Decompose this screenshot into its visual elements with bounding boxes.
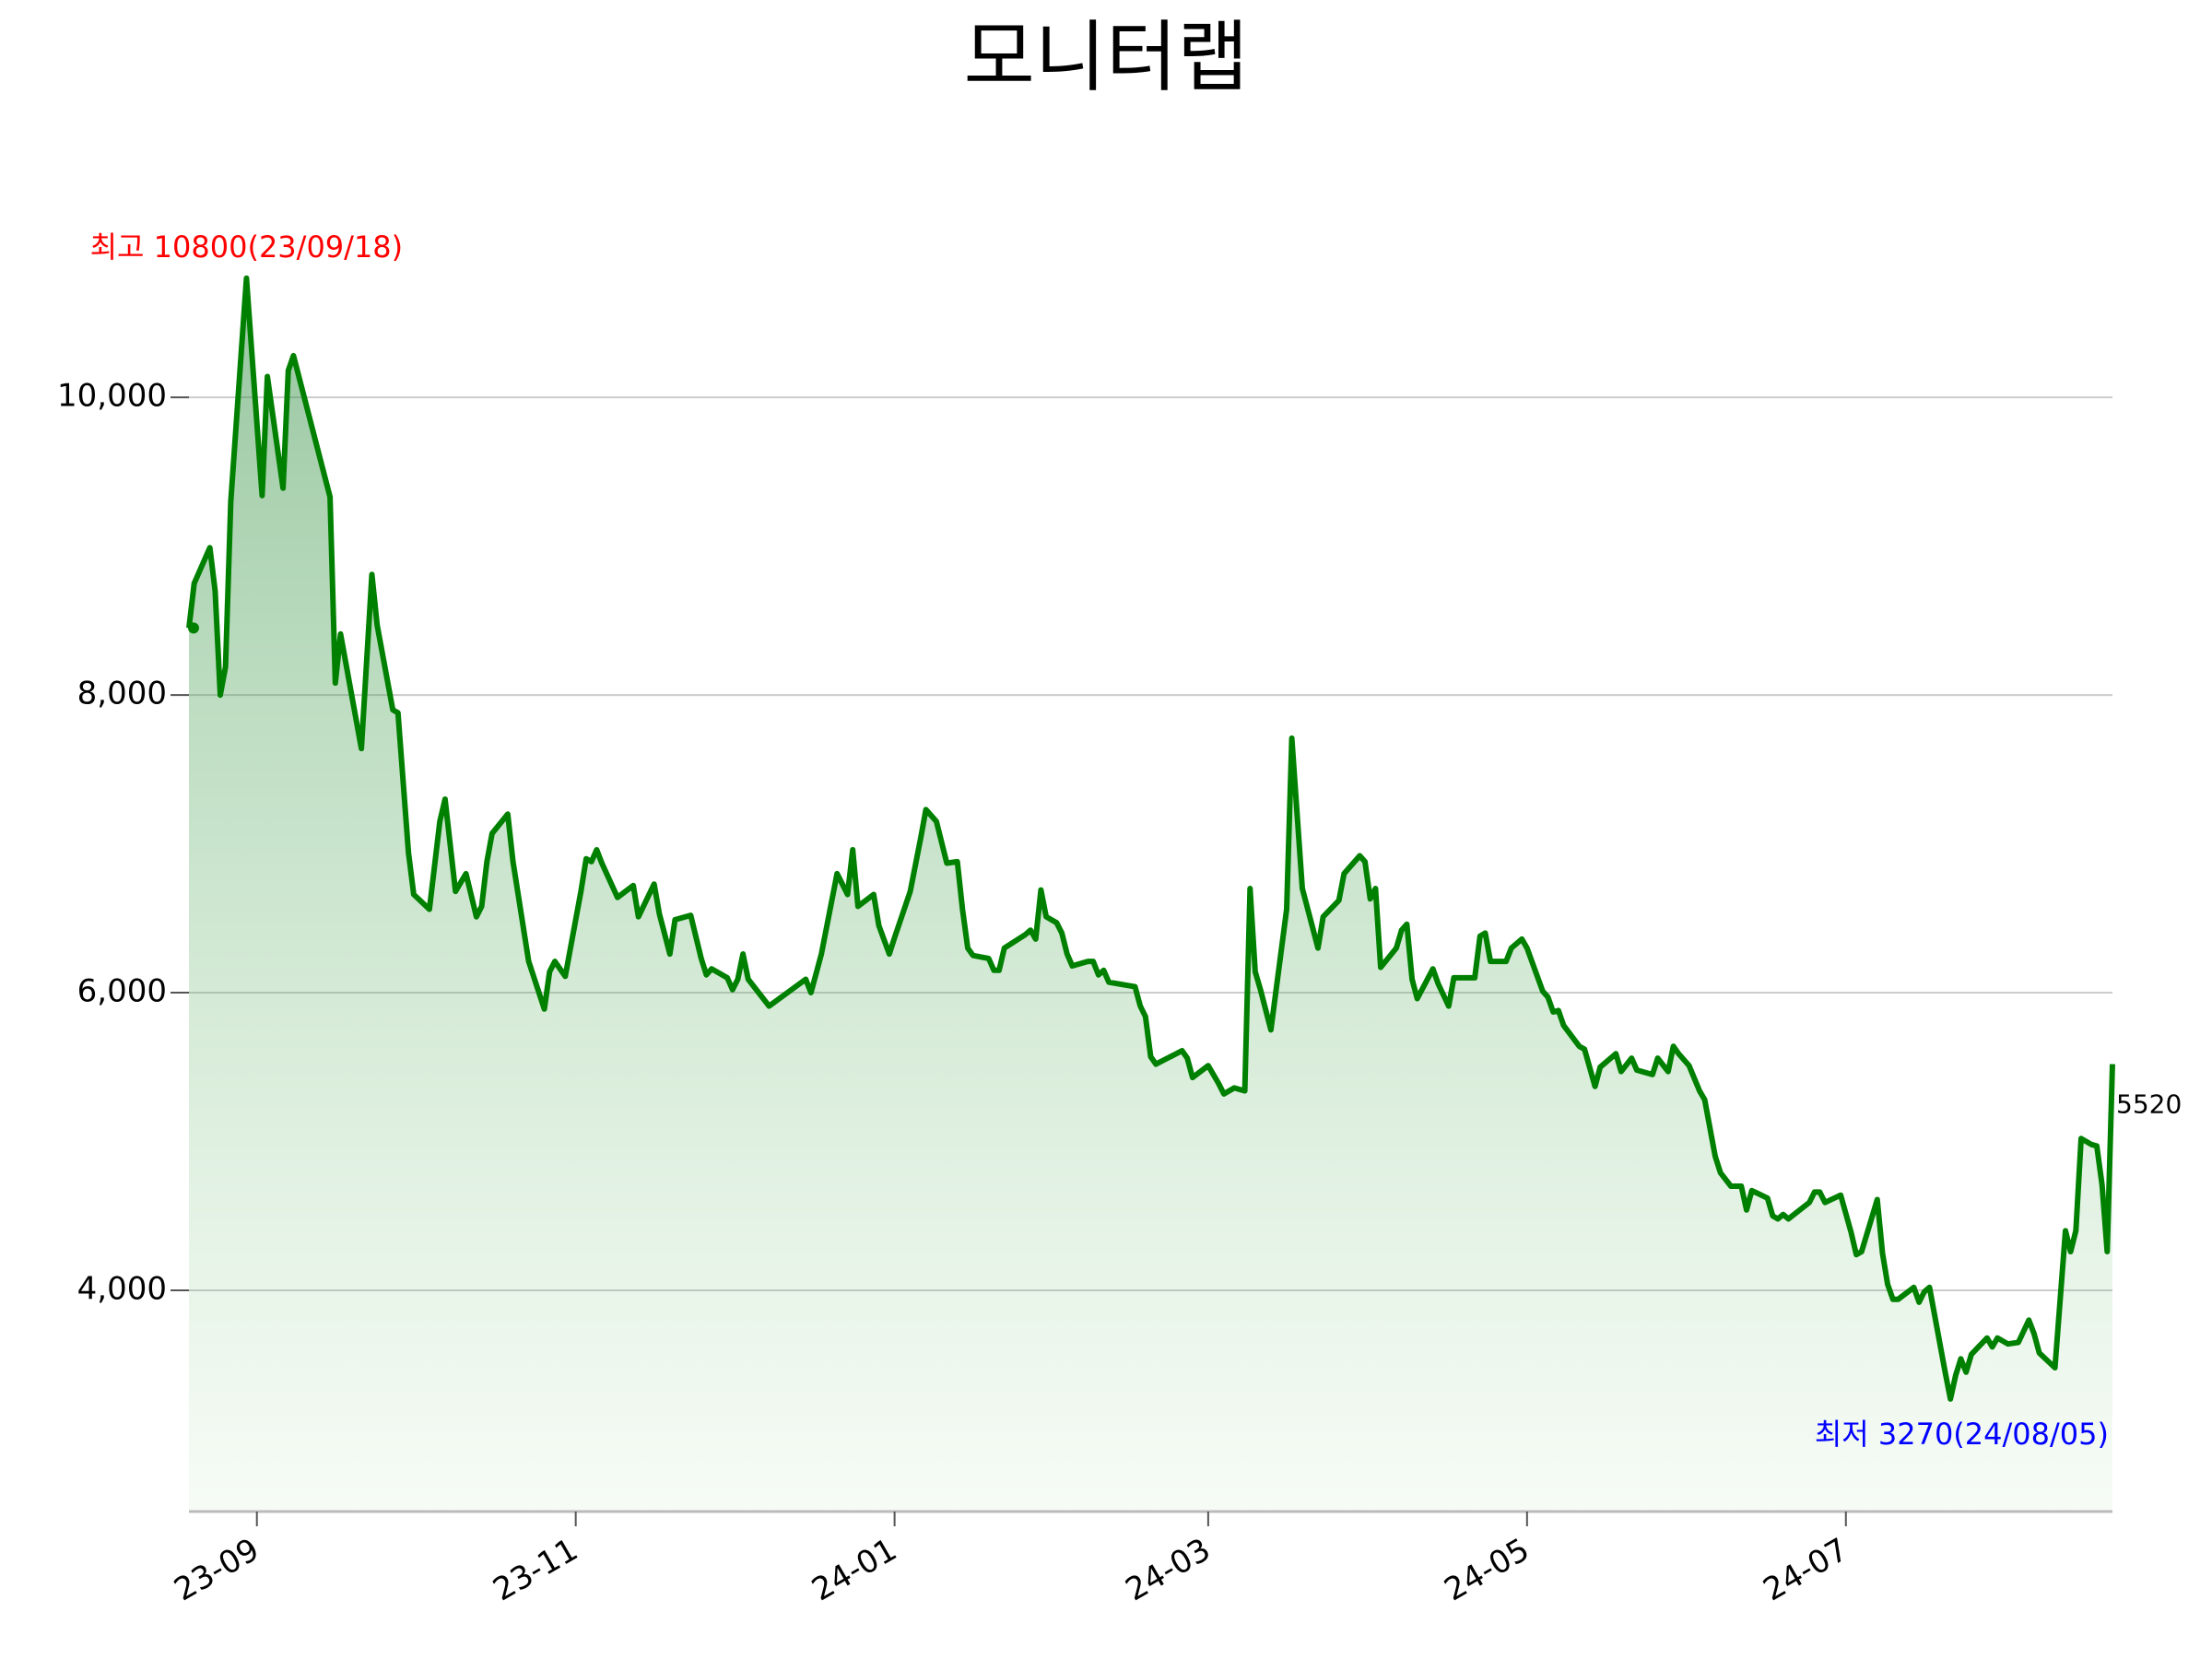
- x-tick-label: 24-03: [1120, 1531, 1218, 1608]
- start-marker: [188, 622, 199, 634]
- chart-title: 모니터랩: [963, 12, 1248, 102]
- x-tick-label: 24-05: [1439, 1531, 1536, 1608]
- x-tick-label: 23-09: [168, 1531, 265, 1608]
- area: [189, 277, 2112, 1512]
- line: [186, 275, 2115, 1402]
- min-annotation: 최저 3270(24/08/05): [1815, 1417, 2109, 1452]
- max-annotation: 최고 10800(23/09/18): [90, 229, 404, 265]
- y-tick-label: 6,000: [77, 973, 167, 1010]
- y-tick-label: 4,000: [77, 1271, 167, 1308]
- x-tick-label: 24-07: [1757, 1531, 1854, 1608]
- last-annotation: 5520: [2116, 1089, 2182, 1120]
- x-tick-label: 23-11: [487, 1531, 584, 1608]
- y-tick-label: 8,000: [77, 676, 167, 712]
- y-tick-label: 10,000: [57, 378, 167, 415]
- x-tick-label: 24-01: [806, 1531, 903, 1608]
